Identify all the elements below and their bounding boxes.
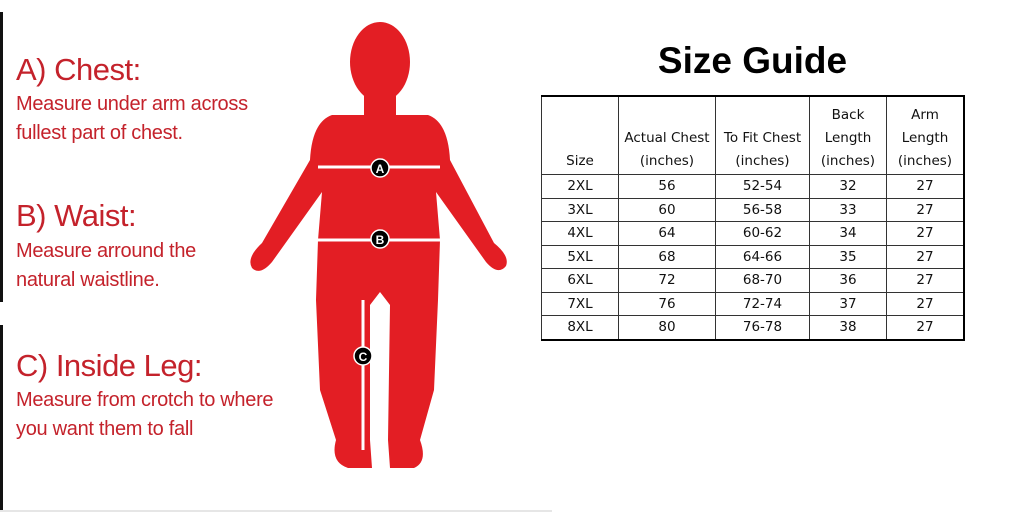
chest-description-line2: fullest part of chest. [16,122,183,144]
table-cell: 27 [886,244,965,269]
column-header-line: (inches) [897,153,953,169]
column-header-line: (inches) [639,153,695,169]
marker-b: B [370,229,390,249]
inside-leg-heading: C) Inside Leg: [16,348,203,383]
table-row: 3XL 60 56-58 33 27 [541,197,965,222]
body-silhouette: A B C [250,22,507,468]
column-header-line: Length [901,130,949,146]
column-header-line: Size [566,153,594,169]
column-header-line: (inches) [735,153,790,169]
table-cell: 27 [886,221,965,246]
table-cell: 64 [618,221,716,246]
marker-a: A [370,158,390,178]
column-header-line: Length [824,130,872,146]
column-header-line: Back [831,107,865,123]
table-row: 6XL 72 68-70 36 27 [541,268,965,293]
waist-description-line1: Measure arround the [16,240,196,262]
figure-body [250,115,507,468]
column-header: Actual Chest (inches) [618,95,716,175]
table-cell: 4XL [541,221,619,246]
table-cell: 36 [809,268,887,293]
waist-description-line2: natural waistline. [16,269,160,291]
table-header-row: Size Actual Chest (inches) To Fit Chest (inc… [541,95,965,175]
table-cell: 60 [618,197,716,222]
column-header-line: (inches) [820,153,876,169]
size-guide-title: Size Guide [657,40,848,81]
table-cell: 72-74 [715,291,810,316]
inside-leg-description-line1: Measure from crotch to where [16,389,274,411]
table-cell: 33 [809,197,887,222]
table-cell: 60-62 [715,221,810,246]
chest-heading: A) Chest: [16,52,141,87]
table-cell: 27 [886,315,965,340]
table-cell: 56 [618,174,716,199]
table-cell: 8XL [541,315,619,340]
table-row: 8XL 80 76-78 38 27 [541,315,965,340]
svg-text:B: B [376,233,385,247]
svg-text:A: A [376,162,385,176]
table-cell: 27 [886,291,965,316]
table-cell: 76-78 [715,315,810,340]
divider [0,12,3,302]
table-cell: 27 [886,268,965,293]
table-cell: 72 [618,268,716,293]
divider [0,325,3,510]
table-row: 7XL 76 72-74 37 27 [541,291,965,316]
marker-c: C [353,346,373,366]
chest-description-line1: Measure under arm across [16,93,248,115]
table-cell: 27 [886,197,965,222]
table-cell: 64-66 [715,244,810,269]
table-cell: 37 [809,291,887,316]
table-cell: 27 [886,174,965,199]
figure-neck [364,92,396,118]
column-header-line: To Fit Chest [723,130,802,146]
table-cell: 56-58 [715,197,810,222]
table-cell: 68 [618,244,716,269]
table-cell: 34 [809,221,887,246]
table-row: 2XL 56 52-54 32 27 [541,174,965,199]
column-header: Arm Length (inches) [886,95,965,175]
figure-head [350,22,410,102]
table-cell: 38 [809,315,887,340]
column-header: To Fit Chest (inches) [715,95,810,175]
table-cell: 80 [618,315,716,340]
inside-leg-description-line2: you want them to fall [16,418,194,440]
table-cell: 2XL [541,174,619,199]
table-cell: 68-70 [715,268,810,293]
table-cell: 7XL [541,291,619,316]
waist-heading: B) Waist: [16,198,137,233]
table-cell: 52-54 [715,174,810,199]
column-header-line: Arm [911,107,939,123]
column-header-line: Actual Chest [624,130,710,146]
svg-text:C: C [359,350,368,364]
measurement-guide: A B C A) Chest: Measure under arm across… [0,12,552,512]
table-cell: 5XL [541,244,619,269]
table-row: 5XL 68 64-66 35 27 [541,244,965,269]
column-header: Size [541,95,619,175]
table-cell: 35 [809,244,887,269]
size-table: Size Actual Chest (inches) To Fit Chest (inc… [541,95,965,341]
table-cell: 76 [618,291,716,316]
table-row: 4XL 64 60-62 34 27 [541,221,965,246]
table-cell: 32 [809,174,887,199]
table-cell: 3XL [541,197,619,222]
table-cell: 6XL [541,268,619,293]
column-header: Back Length (inches) [809,95,887,175]
